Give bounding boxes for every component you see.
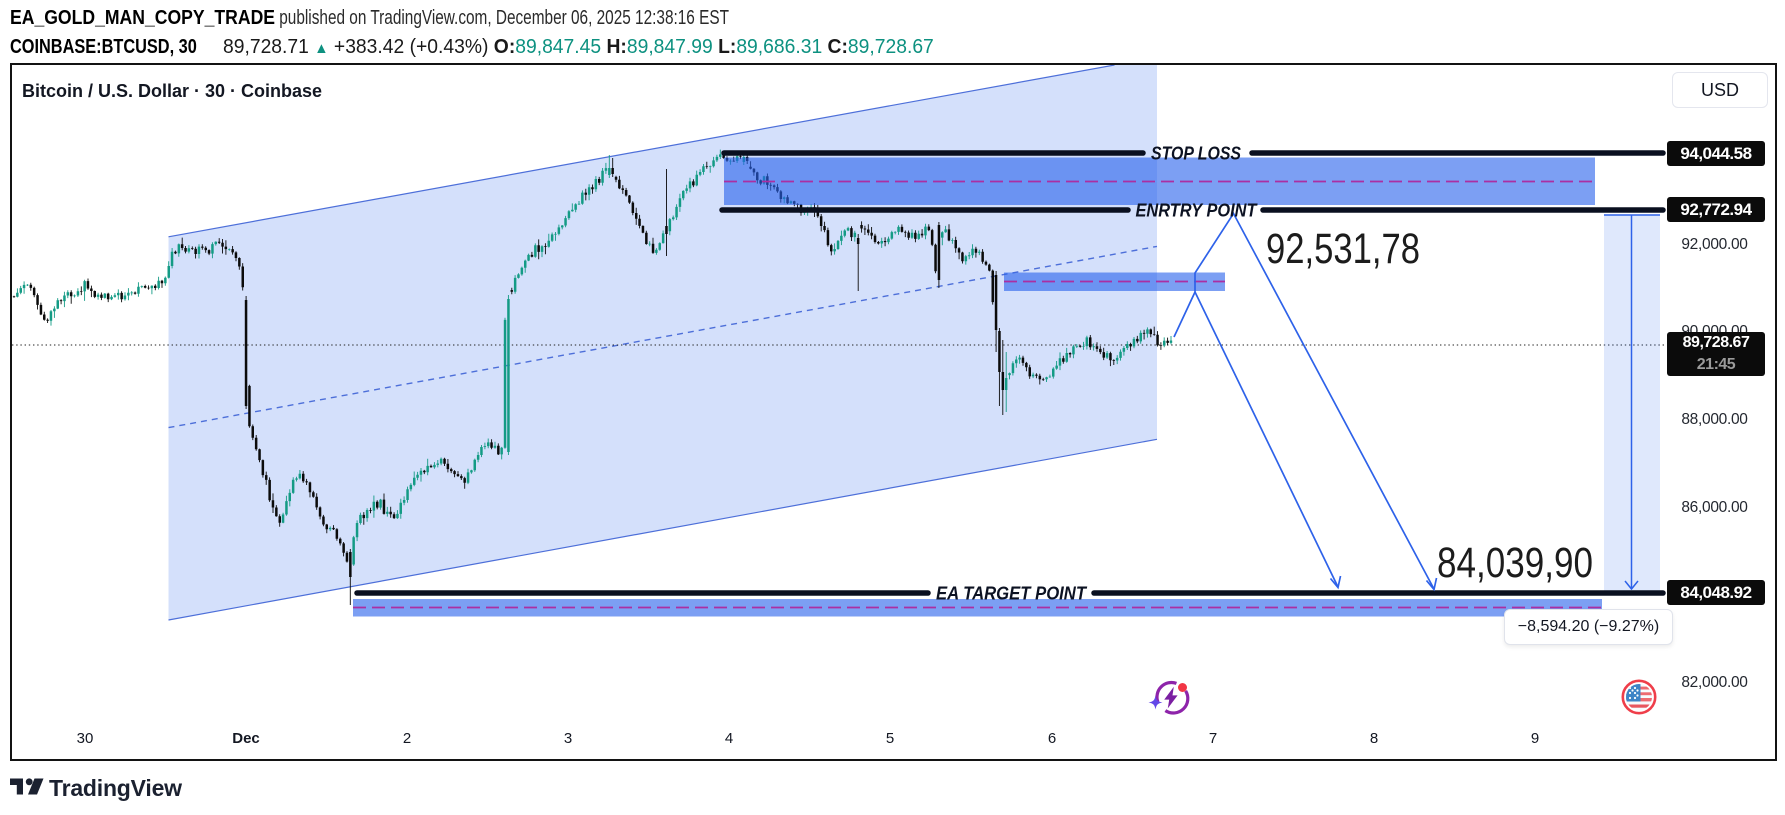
svg-text:92,531,78: 92,531,78 (1266, 225, 1420, 273)
svg-text:ENRTRY POINT: ENRTRY POINT (1136, 201, 1259, 221)
svg-text:84,039,90: 84,039,90 (1437, 539, 1593, 587)
svg-text:STOP LOSS: STOP LOSS (1151, 144, 1241, 164)
svg-text:EA TARGET POINT: EA TARGET POINT (936, 584, 1088, 604)
